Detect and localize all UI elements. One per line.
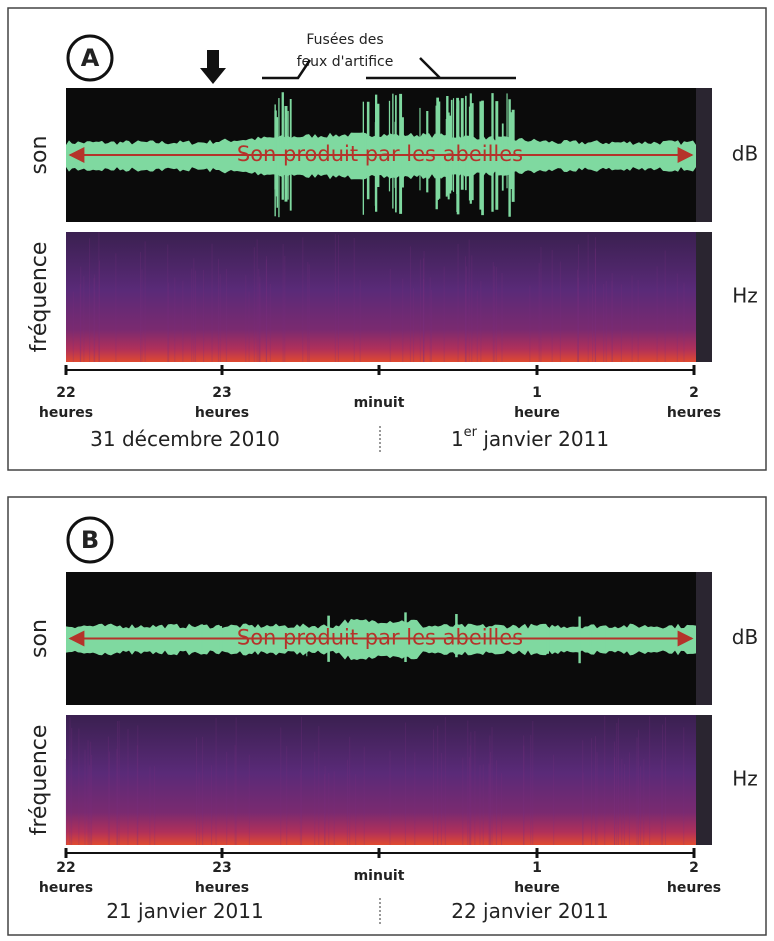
- date-label: 1er janvier 2011: [451, 425, 609, 451]
- tick-word: heures: [39, 880, 93, 896]
- date-part: 1: [451, 427, 464, 451]
- panel-label: B: [81, 526, 99, 554]
- tick-word: minuit: [354, 868, 405, 884]
- annotation-text: feux d'artifice: [297, 54, 394, 70]
- bottom-ylabel: fréquence: [27, 725, 52, 836]
- top-ylabel: son: [27, 136, 52, 175]
- tick-word: heures: [667, 405, 721, 421]
- tick-word: heure: [514, 405, 560, 421]
- tick-word: heure: [514, 880, 560, 896]
- date-part: janvier 2011: [477, 427, 609, 451]
- tick-word: heures: [195, 405, 249, 421]
- event-arrow: [200, 50, 226, 84]
- spectrogram: [66, 715, 712, 845]
- tick-word: minuit: [354, 395, 405, 411]
- top-unit: dB: [732, 142, 758, 166]
- spectrogram-scale: [696, 715, 712, 845]
- top-unit: dB: [732, 625, 758, 649]
- tick-number: 2: [689, 860, 699, 876]
- bottom-unit: Hz: [732, 284, 758, 308]
- tick-number: 1: [532, 385, 542, 401]
- panel: A Son produit par les abeilles son fréquenc…: [7, 7, 767, 471]
- annotation-bracket: [262, 59, 312, 80]
- date-part: 21 janvier 2011: [106, 899, 263, 923]
- panel-badge: [66, 34, 114, 82]
- annotation-text: Fusées des: [306, 32, 383, 48]
- tick-word: heures: [667, 880, 721, 896]
- tick-word: heures: [195, 880, 249, 896]
- annotation-bracket: [366, 57, 516, 80]
- date-part: 22 janvier 2011: [451, 899, 608, 923]
- center-text: Son produit par les abeilles: [237, 626, 523, 650]
- date-part: 31 décembre 2010: [90, 427, 280, 451]
- tick-number: 2: [689, 385, 699, 401]
- panel-badge: [66, 516, 114, 564]
- tick-number: 1: [532, 860, 542, 876]
- spectrogram: [66, 232, 712, 362]
- waveform-scale: [696, 572, 712, 705]
- panel-frame: [7, 496, 767, 936]
- date-label: 22 janvier 2011: [451, 899, 608, 923]
- bottom-unit: Hz: [732, 767, 758, 791]
- tick-number: 22: [56, 385, 75, 401]
- bottom-ylabel: fréquence: [27, 242, 52, 353]
- panel-frame: [7, 7, 767, 471]
- center-text: Son produit par les abeilles: [237, 142, 523, 166]
- tick-number: 23: [212, 385, 231, 401]
- top-ylabel: son: [27, 619, 52, 658]
- tick-word: heures: [39, 405, 93, 421]
- panel: B Son produit par les abeilles son fréquenc…: [7, 496, 767, 936]
- waveform-scale: [696, 88, 712, 222]
- panel-label: A: [81, 44, 100, 72]
- date-superscript: er: [464, 425, 478, 440]
- date-label: 31 décembre 2010: [90, 427, 280, 451]
- tick-number: 23: [212, 860, 231, 876]
- spectrogram-scale: [696, 232, 712, 362]
- tick-number: 22: [56, 860, 75, 876]
- date-label: 21 janvier 2011: [106, 899, 263, 923]
